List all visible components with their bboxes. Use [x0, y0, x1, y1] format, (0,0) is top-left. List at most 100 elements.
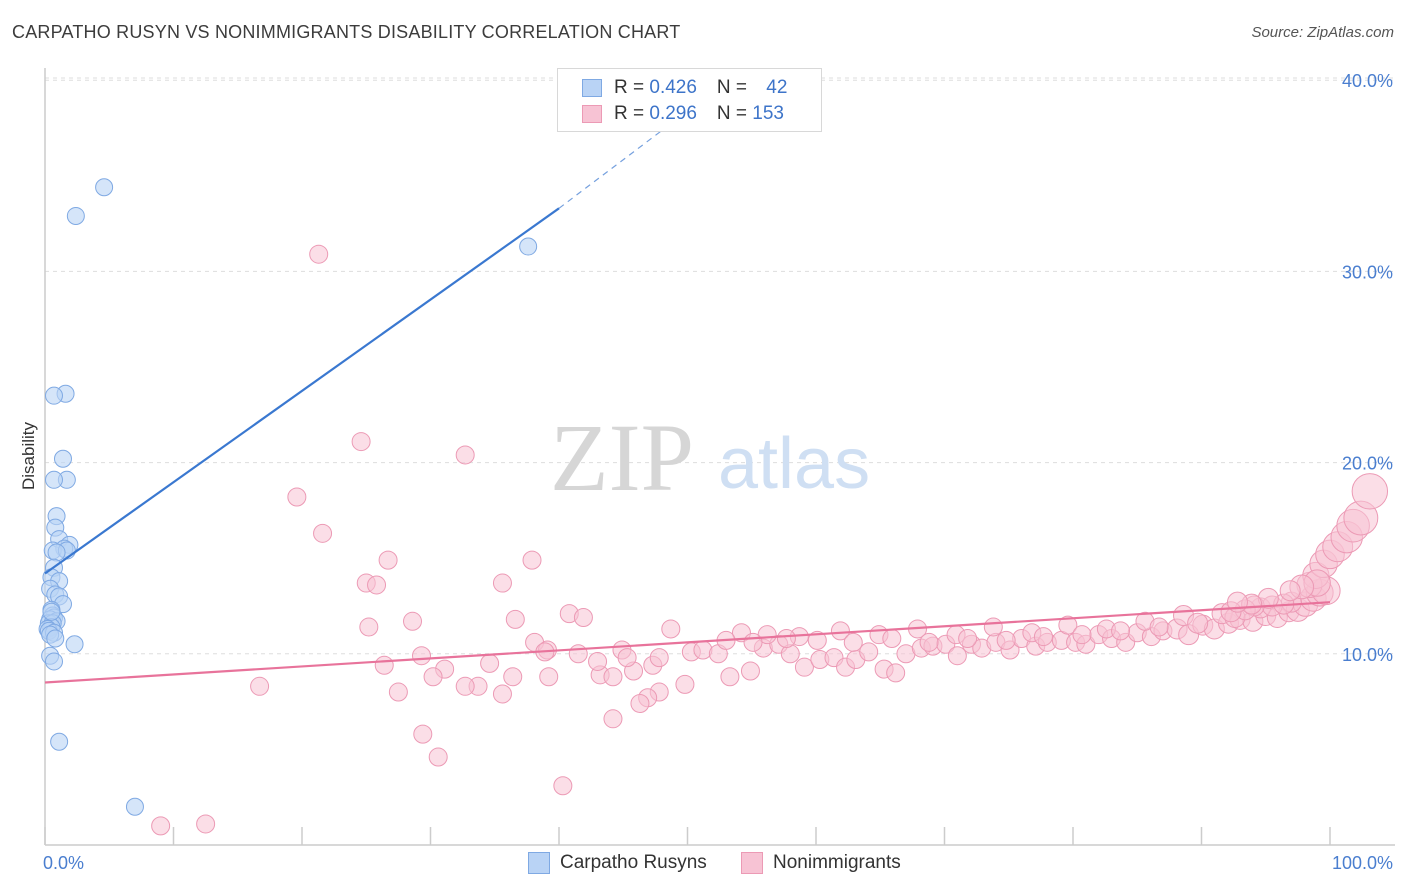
data-point-carpatho [50, 732, 69, 751]
data-point-nonimmigrants [1351, 473, 1389, 510]
data-point-nonimmigrants [588, 651, 608, 671]
bottom-legend-nonimmigrants: Nonimmigrants [741, 852, 901, 874]
legend-swatch-blue [582, 79, 602, 97]
data-point-nonimmigrants [313, 523, 333, 543]
legend-row-nonimmigrants: R = 0.296 N = 153 [582, 102, 784, 126]
data-point-nonimmigrants [367, 575, 387, 595]
y-tick-label: 30.0% [1342, 262, 1393, 282]
data-point-nonimmigrants [1187, 612, 1209, 634]
data-point-carpatho [42, 602, 61, 621]
legend-n-value: 153 [752, 103, 784, 124]
trendline-carpatho [44, 207, 560, 575]
data-point-nonimmigrants [996, 630, 1016, 650]
source-note: Source: ZipAtlas.com [1251, 24, 1394, 41]
data-point-carpatho [95, 178, 114, 197]
data-point-nonimmigrants [505, 609, 525, 629]
x-tick-label-end: 100.0% [1332, 853, 1393, 873]
data-point-nonimmigrants [859, 642, 879, 662]
data-point-nonimmigrants [455, 676, 475, 696]
bottom-legend-label-carpatho: Carpatho Rusyns [560, 852, 707, 873]
data-point-nonimmigrants [720, 667, 740, 687]
data-point-nonimmigrants [983, 617, 1003, 637]
data-point-nonimmigrants [480, 653, 500, 673]
y-tick-label: 20.0% [1342, 454, 1393, 474]
data-point-nonimmigrants [568, 644, 588, 664]
data-point-nonimmigrants [492, 684, 512, 704]
data-point-nonimmigrants [649, 648, 669, 668]
data-point-nonimmigrants [1072, 625, 1092, 645]
data-point-nonimmigrants [886, 663, 906, 683]
data-point-nonimmigrants [617, 648, 637, 668]
data-point-nonimmigrants [151, 816, 171, 836]
data-point-nonimmigrants [1149, 617, 1169, 637]
data-point-nonimmigrants [843, 632, 863, 652]
data-point-nonimmigrants [374, 655, 394, 675]
watermark-zip: ZIP [550, 404, 694, 511]
data-point-carpatho [519, 237, 538, 256]
data-point-nonimmigrants [743, 632, 763, 652]
data-point-nonimmigrants [492, 573, 512, 593]
data-point-nonimmigrants [539, 667, 559, 687]
data-point-nonimmigrants [661, 619, 681, 639]
legend: R = 0.426 N = 42 R = 0.296 N = 153 [557, 68, 822, 132]
watermark-atlas: atlas [718, 424, 870, 504]
data-point-carpatho [65, 635, 84, 654]
data-point-nonimmigrants [503, 667, 523, 687]
data-point-carpatho [53, 449, 72, 468]
data-point-nonimmigrants [359, 617, 379, 637]
data-point-nonimmigrants [1033, 627, 1053, 647]
x-tick-label-start: 0.0% [43, 853, 84, 873]
data-point-nonimmigrants [807, 630, 827, 650]
legend-r-value: 0.296 [649, 103, 697, 124]
legend-n-label: N = [716, 103, 753, 124]
data-point-carpatho [125, 797, 144, 816]
data-point-nonimmigrants [388, 682, 408, 702]
bottom-legend-carpatho: Carpatho Rusyns [528, 852, 707, 874]
data-point-carpatho [44, 470, 63, 489]
legend-n-label: N = [716, 77, 753, 98]
data-point-nonimmigrants [630, 694, 650, 714]
data-point-nonimmigrants [413, 724, 433, 744]
y-tick-label: 40.0% [1342, 71, 1393, 91]
data-point-nonimmigrants [675, 674, 695, 694]
data-point-nonimmigrants [776, 629, 796, 649]
legend-r-value: 0.426 [649, 77, 697, 98]
data-point-nonimmigrants [412, 646, 432, 666]
data-point-nonimmigrants [882, 629, 902, 649]
data-point-nonimmigrants [794, 657, 814, 677]
data-point-nonimmigrants [287, 487, 307, 507]
data-point-nonimmigrants [553, 776, 573, 796]
data-point-nonimmigrants [947, 646, 967, 666]
data-point-nonimmigrants [522, 550, 542, 570]
data-point-carpatho [44, 652, 63, 671]
data-point-carpatho [66, 206, 85, 225]
legend-r-label: R = [614, 77, 650, 98]
data-point-nonimmigrants [958, 629, 978, 649]
trendline-nonimmigrants [44, 601, 1331, 684]
data-point-nonimmigrants [740, 661, 760, 681]
legend-n-value: 42 [766, 77, 788, 98]
data-point-nonimmigrants [309, 244, 329, 264]
chart-title: CARPATHO RUSYN VS NONIMMIGRANTS DISABILI… [12, 22, 681, 42]
data-point-nonimmigrants [919, 632, 939, 652]
data-point-nonimmigrants [196, 814, 216, 834]
data-point-carpatho [46, 629, 65, 648]
data-point-carpatho [47, 543, 66, 562]
data-point-nonimmigrants [250, 676, 270, 696]
bottom-legend-swatch-blue [528, 852, 550, 874]
data-point-nonimmigrants [423, 667, 443, 687]
data-point-nonimmigrants [351, 432, 371, 452]
y-axis-label: Disability [19, 421, 38, 490]
data-point-nonimmigrants [603, 667, 623, 687]
data-point-nonimmigrants [455, 445, 475, 465]
legend-swatch-pink [582, 105, 602, 123]
bottom-legend-swatch-pink [741, 852, 763, 874]
data-point-carpatho [44, 386, 63, 405]
data-point-nonimmigrants [830, 621, 850, 641]
data-point-nonimmigrants [428, 747, 448, 767]
data-point-nonimmigrants [378, 550, 398, 570]
data-point-nonimmigrants [573, 607, 593, 627]
bottom-legend-label-nonimmigrants: Nonimmigrants [773, 852, 901, 873]
data-point-nonimmigrants [403, 611, 423, 631]
